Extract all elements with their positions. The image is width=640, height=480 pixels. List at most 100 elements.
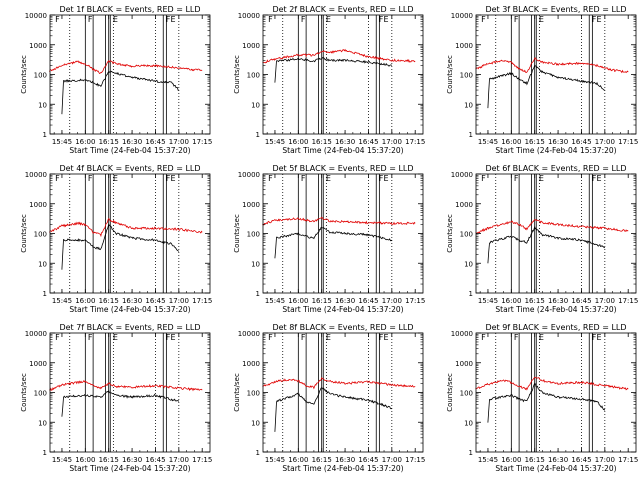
x-tick-label: 15:45 bbox=[52, 138, 72, 146]
y-tick-label: 1000 bbox=[455, 360, 473, 368]
flag-label: F bbox=[481, 333, 486, 342]
y-tick-label: 1000 bbox=[29, 42, 47, 50]
plot-frame bbox=[262, 332, 424, 453]
y-tick-label: 10000 bbox=[451, 330, 473, 338]
y-tick-label: 10000 bbox=[25, 12, 47, 20]
flag-label: F bbox=[301, 333, 306, 342]
chart-title: Det 5f BLACK = Events, RED = LLD bbox=[272, 164, 413, 173]
y-tick-label: 10000 bbox=[25, 171, 47, 179]
flag-label: E bbox=[383, 15, 388, 24]
lld-series-line bbox=[262, 48, 416, 64]
x-tick-label: 16:00 bbox=[75, 297, 95, 305]
y-tick-label: 10 bbox=[38, 101, 47, 109]
y-axis-label: Counts/sec bbox=[20, 55, 28, 94]
flag-label: E bbox=[113, 15, 118, 24]
events-series-line bbox=[274, 387, 393, 432]
y-tick-label: 10000 bbox=[238, 330, 260, 338]
x-tick-label: 17:15 bbox=[618, 297, 638, 305]
flag-label: F bbox=[592, 15, 597, 24]
flag-label: E bbox=[326, 15, 331, 24]
flag-label: F bbox=[514, 15, 519, 24]
y-axis-label: Counts/sec bbox=[446, 373, 454, 412]
x-tick-label: 16:15 bbox=[99, 297, 119, 305]
y-tick-label: 100 bbox=[460, 231, 473, 239]
chart-title: Det 3f BLACK = Events, RED = LLD bbox=[485, 5, 626, 14]
plot-frame bbox=[49, 332, 211, 453]
events-series-line bbox=[61, 223, 180, 270]
x-tick-label: 15:45 bbox=[478, 297, 498, 305]
x-tick-label: 15:45 bbox=[265, 138, 285, 146]
flag-label: E bbox=[596, 174, 601, 183]
x-tick-label: 17:15 bbox=[618, 456, 638, 464]
lld-series-line bbox=[262, 216, 416, 226]
flag-label: F bbox=[88, 174, 93, 183]
x-tick-label: 16:45 bbox=[358, 297, 378, 305]
y-tick-label: 10000 bbox=[451, 12, 473, 20]
y-tick-label: 10000 bbox=[451, 171, 473, 179]
lld-series-line bbox=[475, 376, 629, 391]
x-tick-label: 17:00 bbox=[169, 297, 189, 305]
chart-title: Det 1f BLACK = Events, RED = LLD bbox=[59, 5, 200, 14]
x-tick-label: 15:45 bbox=[265, 456, 285, 464]
chart-title: Det 2f BLACK = Events, RED = LLD bbox=[272, 5, 413, 14]
y-axis-label: Counts/sec bbox=[233, 55, 241, 94]
x-axis-label: Start Time (24-Feb-04 15:37:20) bbox=[69, 305, 190, 314]
chart-title: Det 4f BLACK = Events, RED = LLD bbox=[59, 164, 200, 173]
flag-label: E bbox=[383, 333, 388, 342]
x-tick-label: 17:00 bbox=[595, 456, 615, 464]
x-tick-label: 17:00 bbox=[382, 138, 402, 146]
y-tick-label: 10 bbox=[464, 101, 473, 109]
y-tick-label: 1 bbox=[256, 290, 260, 298]
x-axis-label: Start Time (24-Feb-04 15:37:20) bbox=[69, 464, 190, 473]
y-tick-label: 10 bbox=[38, 260, 47, 268]
x-tick-label: 16:30 bbox=[548, 138, 568, 146]
x-axis-label: Start Time (24-Feb-04 15:37:20) bbox=[282, 305, 403, 314]
flag-label: F bbox=[592, 174, 597, 183]
x-tick-label: 16:00 bbox=[501, 138, 521, 146]
x-tick-label: 17:00 bbox=[169, 456, 189, 464]
x-tick-label: 15:45 bbox=[52, 456, 72, 464]
events-series-line bbox=[61, 70, 179, 115]
x-tick-label: 17:15 bbox=[405, 138, 425, 146]
x-tick-label: 16:00 bbox=[75, 456, 95, 464]
x-tick-label: 15:45 bbox=[52, 297, 72, 305]
flag-label: F bbox=[55, 333, 60, 342]
y-tick-label: 100 bbox=[34, 72, 47, 80]
flag-label: F bbox=[268, 15, 273, 24]
y-tick-label: 1 bbox=[256, 449, 260, 457]
flag-label: E bbox=[326, 174, 331, 183]
x-tick-label: 16:00 bbox=[288, 297, 308, 305]
x-tick-label: 16:30 bbox=[122, 456, 142, 464]
x-tick-label: 16:15 bbox=[312, 138, 332, 146]
x-tick-label: 17:00 bbox=[595, 297, 615, 305]
y-tick-label: 100 bbox=[34, 390, 47, 398]
events-series-line bbox=[487, 382, 606, 423]
x-tick-label: 17:00 bbox=[382, 456, 402, 464]
y-tick-label: 1 bbox=[469, 290, 473, 298]
flag-label: E bbox=[596, 15, 601, 24]
y-tick-label: 1000 bbox=[242, 42, 260, 50]
y-tick-label: 1 bbox=[256, 131, 260, 139]
x-tick-label: 15:45 bbox=[265, 297, 285, 305]
flag-label: F bbox=[88, 15, 93, 24]
x-tick-label: 16:30 bbox=[548, 297, 568, 305]
flag-label: F bbox=[55, 15, 60, 24]
flag-label: E bbox=[539, 15, 544, 24]
flag-label: F bbox=[481, 174, 486, 183]
y-tick-label: 100 bbox=[34, 231, 47, 239]
lld-series-line bbox=[49, 379, 203, 392]
flag-label: F bbox=[301, 174, 306, 183]
x-tick-label: 17:15 bbox=[405, 456, 425, 464]
x-tick-label: 16:15 bbox=[312, 297, 332, 305]
y-tick-label: 10000 bbox=[238, 12, 260, 20]
plot-frame bbox=[475, 332, 637, 453]
x-axis-label: Start Time (24-Feb-04 15:37:20) bbox=[282, 464, 403, 473]
x-tick-label: 16:00 bbox=[501, 456, 521, 464]
y-tick-label: 1 bbox=[43, 290, 47, 298]
x-tick-label: 17:15 bbox=[192, 297, 212, 305]
y-tick-label: 10 bbox=[464, 260, 473, 268]
x-axis-label: Start Time (24-Feb-04 15:37:20) bbox=[495, 146, 616, 155]
lld-series-line bbox=[49, 60, 203, 75]
